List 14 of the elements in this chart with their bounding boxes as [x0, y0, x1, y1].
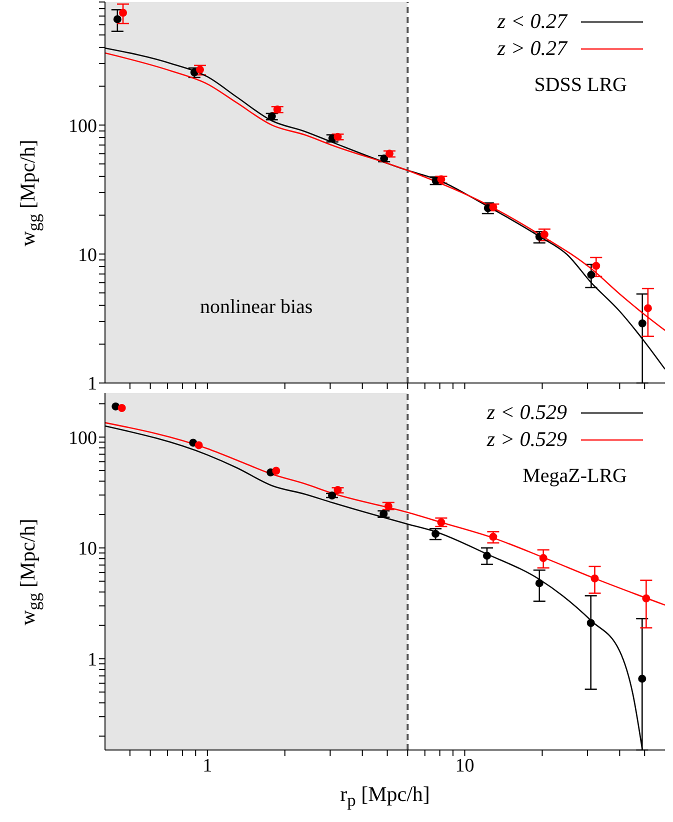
legend-label: z < 0.27	[497, 8, 567, 35]
legend-label: z > 0.529	[486, 426, 567, 453]
y-tick-label: 100	[68, 116, 97, 137]
annotation: MegaZ-LRG	[522, 465, 627, 488]
y-tick-label: 10	[78, 538, 97, 560]
annotation: SDSS LRG	[534, 74, 627, 97]
band-label: nonlinear bias	[200, 296, 313, 318]
legend-label: z > 0.27	[497, 35, 567, 62]
legend-label: z < 0.529	[486, 399, 567, 426]
y-tick-label: 1	[88, 649, 97, 670]
y-tick-label: 10	[78, 244, 97, 266]
y-tick-label: 100	[68, 428, 97, 449]
x-axis-title: r$_{p}$ [Mpc/h]	[340, 782, 430, 812]
y-tick-label: 1	[88, 374, 97, 395]
